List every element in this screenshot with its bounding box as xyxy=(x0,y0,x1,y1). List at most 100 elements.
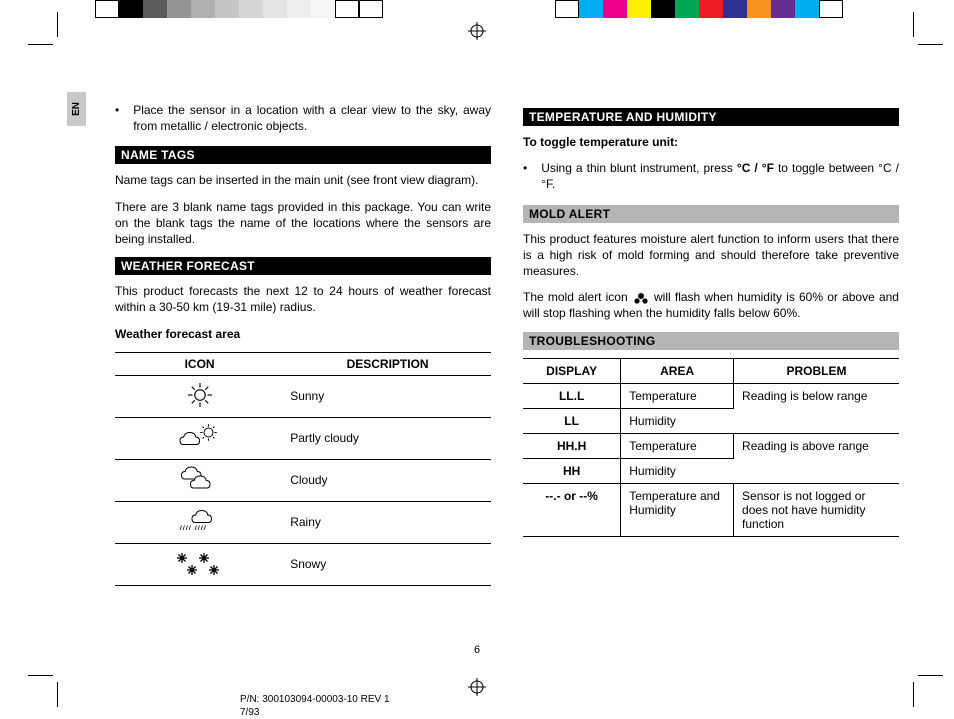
text-fragment: Using a thin blunt instrument, press xyxy=(541,161,737,175)
mold-alert-paragraph: This product features moisture alert fun… xyxy=(523,231,899,280)
color-swatch xyxy=(747,0,771,18)
footer-line: P/N: 300103094-00003-10 REV 1 xyxy=(240,694,390,707)
col-header-display: DISPLAY xyxy=(523,358,621,383)
mold-alert-paragraph: The mold alert icon will flash when humi… xyxy=(523,289,899,321)
table-header-row: DISPLAY AREA PROBLEM xyxy=(523,358,899,383)
col-header-problem: PROBLEM xyxy=(734,358,899,383)
page-number: 6 xyxy=(474,644,480,656)
cloudy-icon xyxy=(115,459,284,501)
col-header-icon: ICON xyxy=(115,352,284,375)
color-swatch xyxy=(555,0,579,18)
weather-desc: Partly cloudy xyxy=(284,417,491,459)
table-row: Partly cloudy xyxy=(115,417,491,459)
registration-mark-icon xyxy=(468,678,486,696)
crop-mark-icon xyxy=(57,12,58,37)
text-fragment: The mold alert icon xyxy=(523,290,632,304)
bullet-text: Using a thin blunt instrument, press °C … xyxy=(541,160,899,192)
color-swatch xyxy=(239,0,263,18)
weather-desc: Cloudy xyxy=(284,459,491,501)
color-swatch xyxy=(795,0,819,18)
display-code: HH.H xyxy=(523,433,621,458)
table-row: Cloudy xyxy=(115,459,491,501)
table-row: LL.L Temperature Reading is below range xyxy=(523,383,899,408)
weather-desc: Snowy xyxy=(284,543,491,585)
bullet-icon: • xyxy=(115,102,119,134)
sensor-placement-bullet: • Place the sensor in a location with a … xyxy=(115,102,491,134)
registration-mark-icon xyxy=(468,22,486,40)
language-tab: EN xyxy=(67,92,86,126)
swatch-strip-right xyxy=(555,0,843,18)
problem-cell: Reading is below range xyxy=(734,383,899,433)
temp-humidity-header: TEMPERATURE AND HUMIDITY xyxy=(523,108,899,126)
color-swatch xyxy=(287,0,311,18)
color-swatch xyxy=(311,0,335,18)
table-row: Snowy xyxy=(115,543,491,585)
crop-mark-icon xyxy=(57,682,58,707)
color-swatch xyxy=(627,0,651,18)
color-swatch xyxy=(675,0,699,18)
mold-alert-header: MOLD ALERT xyxy=(523,205,899,223)
name-tags-paragraph: There are 3 blank name tags provided in … xyxy=(115,199,491,248)
color-swatch xyxy=(215,0,239,18)
bullet-icon: • xyxy=(523,160,527,192)
weather-desc: Sunny xyxy=(284,375,491,417)
bullet-text: Place the sensor in a location with a cl… xyxy=(133,102,491,134)
color-swatch xyxy=(771,0,795,18)
weather-desc: Rainy xyxy=(284,501,491,543)
color-swatch xyxy=(723,0,747,18)
display-code: --.- or --% xyxy=(523,483,621,536)
troubleshooting-table: DISPLAY AREA PROBLEM LL.L Temperature Re… xyxy=(523,358,899,537)
text-fragment: °C / °F xyxy=(737,161,774,175)
crop-mark-icon xyxy=(28,44,53,45)
problem-cell: Sensor is not logged or does not have hu… xyxy=(734,483,899,536)
display-code: LL xyxy=(523,408,621,433)
weather-forecast-header: WEATHER FORECAST xyxy=(115,257,491,275)
partly-cloudy-icon xyxy=(115,417,284,459)
name-tags-paragraph: Name tags can be inserted in the main un… xyxy=(115,172,491,188)
color-swatch xyxy=(603,0,627,18)
table-row: --.- or --% Temperature and Humidity Sen… xyxy=(523,483,899,536)
display-code: HH xyxy=(523,458,621,483)
footer: P/N: 300103094-00003-10 REV 1 7/93 xyxy=(240,694,390,719)
color-swatch xyxy=(191,0,215,18)
left-column: • Place the sensor in a location with a … xyxy=(115,102,491,586)
table-row: HH.H Temperature Reading is above range xyxy=(523,433,899,458)
page-content: • Place the sensor in a location with a … xyxy=(115,102,899,586)
color-swatch xyxy=(699,0,723,18)
weather-forecast-area-label: Weather forecast area xyxy=(115,326,491,342)
color-swatch xyxy=(819,0,843,18)
name-tags-header: NAME TAGS xyxy=(115,146,491,164)
display-code: LL.L xyxy=(523,383,621,408)
area-cell: Humidity xyxy=(621,458,734,483)
color-swatch xyxy=(95,0,119,18)
crop-mark-icon xyxy=(918,675,943,676)
area-cell: Humidity xyxy=(621,408,734,433)
col-header-description: DESCRIPTION xyxy=(284,352,491,375)
color-swatch xyxy=(119,0,143,18)
rainy-icon xyxy=(115,501,284,543)
color-swatch xyxy=(167,0,191,18)
table-header-row: ICON DESCRIPTION xyxy=(115,352,491,375)
table-row: Sunny xyxy=(115,375,491,417)
crop-mark-icon xyxy=(913,12,914,37)
weather-forecast-table: ICON DESCRIPTION Sunny Partly cloudy xyxy=(115,352,491,586)
footer-line: 7/93 xyxy=(240,707,390,719)
crop-mark-icon xyxy=(28,675,53,676)
col-header-area: AREA xyxy=(621,358,734,383)
area-cell: Temperature and Humidity xyxy=(621,483,734,536)
color-swatch xyxy=(335,0,359,18)
crop-mark-icon xyxy=(913,682,914,707)
color-swatch xyxy=(651,0,675,18)
area-cell: Temperature xyxy=(621,433,734,458)
area-cell: Temperature xyxy=(621,383,734,408)
color-swatch xyxy=(579,0,603,18)
right-column: TEMPERATURE AND HUMIDITY To toggle tempe… xyxy=(523,102,899,586)
troubleshooting-header: TROUBLESHOOTING xyxy=(523,332,899,350)
weather-forecast-intro: This product forecasts the next 12 to 24… xyxy=(115,283,491,315)
mold-icon xyxy=(632,292,650,304)
table-row: Rainy xyxy=(115,501,491,543)
snowy-icon xyxy=(115,543,284,585)
toggle-unit-bullet: • Using a thin blunt instrument, press °… xyxy=(523,160,899,192)
swatch-strip-left xyxy=(95,0,383,18)
crop-mark-icon xyxy=(918,44,943,45)
